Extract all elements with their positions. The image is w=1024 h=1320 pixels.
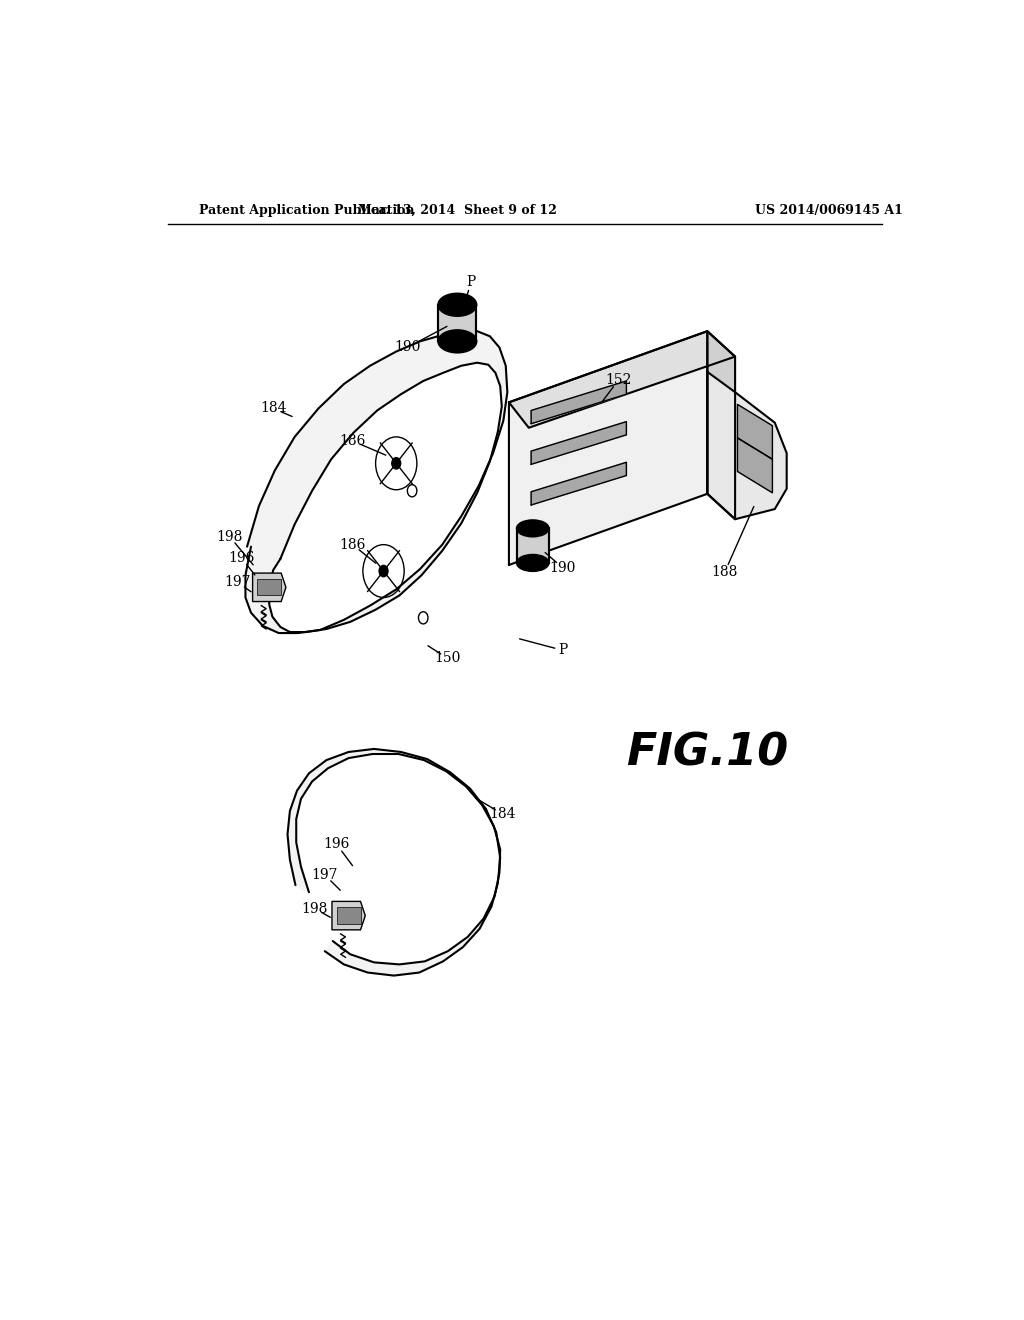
Text: 196: 196 <box>228 550 255 565</box>
Text: 190: 190 <box>394 341 421 355</box>
Text: 196: 196 <box>324 837 350 851</box>
Polygon shape <box>438 305 476 342</box>
Polygon shape <box>246 331 507 634</box>
Polygon shape <box>737 438 772 492</box>
Text: 198: 198 <box>301 902 328 916</box>
Text: FIG.10: FIG.10 <box>627 731 788 775</box>
Polygon shape <box>531 421 627 465</box>
Text: US 2014/0069145 A1: US 2014/0069145 A1 <box>755 205 903 216</box>
Text: Mar. 13, 2014  Sheet 9 of 12: Mar. 13, 2014 Sheet 9 of 12 <box>358 205 557 216</box>
Text: 198: 198 <box>216 529 243 544</box>
Text: 186: 186 <box>339 434 366 447</box>
Polygon shape <box>531 462 627 506</box>
Ellipse shape <box>517 554 549 572</box>
Ellipse shape <box>517 520 549 536</box>
Polygon shape <box>737 404 772 459</box>
Polygon shape <box>257 579 282 595</box>
Text: P: P <box>558 643 567 657</box>
Ellipse shape <box>438 330 476 352</box>
Polygon shape <box>288 748 500 975</box>
Polygon shape <box>708 372 786 519</box>
Text: 184: 184 <box>489 807 516 821</box>
Polygon shape <box>332 902 366 929</box>
Polygon shape <box>708 331 735 519</box>
Text: 190: 190 <box>550 561 577 576</box>
Text: 188: 188 <box>712 565 738 579</box>
Circle shape <box>379 565 388 577</box>
Text: 152: 152 <box>605 374 632 387</box>
Text: 150: 150 <box>434 652 461 665</box>
Text: 186: 186 <box>339 537 366 552</box>
Text: P: P <box>466 276 475 289</box>
Text: 184: 184 <box>260 401 287 416</box>
Polygon shape <box>517 528 549 562</box>
Polygon shape <box>509 331 735 428</box>
Polygon shape <box>531 381 627 424</box>
Polygon shape <box>509 331 708 565</box>
Ellipse shape <box>438 293 476 315</box>
Text: 197: 197 <box>224 576 251 589</box>
Polygon shape <box>253 573 286 602</box>
Text: 197: 197 <box>311 869 338 882</box>
Circle shape <box>392 458 400 469</box>
Polygon shape <box>337 907 360 924</box>
Text: Patent Application Publication: Patent Application Publication <box>200 205 415 216</box>
